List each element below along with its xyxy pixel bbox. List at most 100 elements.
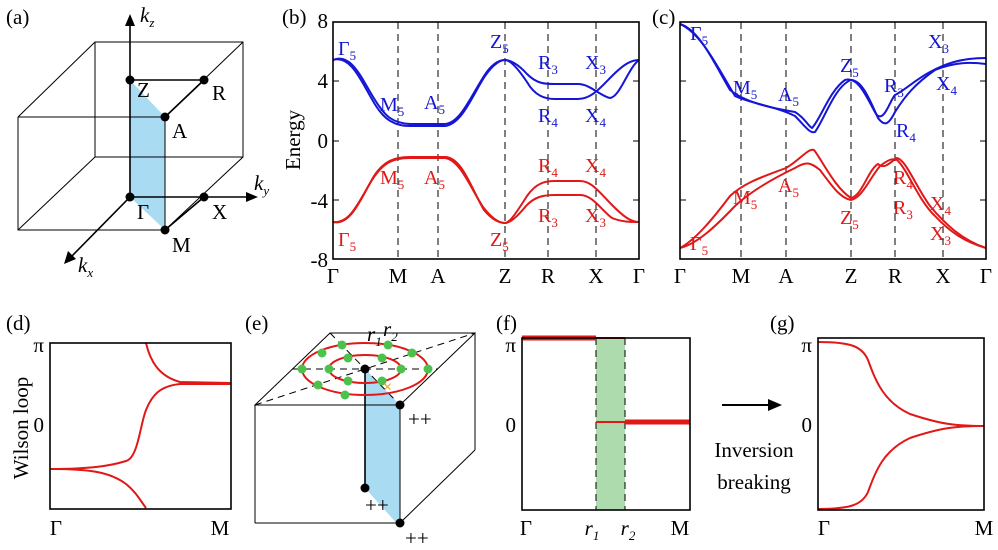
label-gamma: Γ <box>137 200 149 224</box>
panel-b: (b) Energy 8 4 0 -4 -8 Γ M A Z R <box>281 5 645 288</box>
label-pp-3: ++ <box>405 526 429 550</box>
panel-c-label: (c) <box>652 5 675 29</box>
irrep-a5-top: A5 <box>424 92 445 117</box>
orange-cross-icon: × <box>383 379 392 396</box>
irrep-z5-top: Z5 <box>490 31 509 56</box>
frame-d <box>49 342 232 510</box>
green-points <box>297 340 433 400</box>
kx-arrowhead <box>64 251 76 264</box>
panel-b-label: (b) <box>282 5 307 29</box>
panel-g-label: (g) <box>770 311 795 335</box>
point-e-bottom <box>360 483 370 493</box>
xtick-r: R <box>541 264 555 288</box>
label-pp-1: ++ <box>408 407 432 431</box>
xtick-c-a: A <box>778 264 794 288</box>
ytick-m8: -8 <box>311 248 329 272</box>
blue-band-c2 <box>679 23 987 134</box>
point-e-center <box>360 364 370 374</box>
irrep-r3-top: R3 <box>538 52 558 77</box>
wilson-curve-upper <box>49 383 231 470</box>
point-z <box>125 75 135 85</box>
panel-a-label: (a) <box>6 5 29 29</box>
f-xtick-gamma: Γ <box>520 516 532 540</box>
panel-f: (f) π 0 Γ r1 r2 M <box>496 311 691 543</box>
cube-e-bottom-right <box>399 449 476 524</box>
g-ytick-pi: π <box>801 333 812 357</box>
xticks-b: Γ M A Z R X Γ <box>327 264 645 288</box>
yticks-c <box>680 80 986 201</box>
xtick-c-gamma-end: Γ <box>980 264 992 288</box>
g-curve-upper <box>817 341 985 427</box>
panel-d: (d) Wilson loop π 0 Γ M <box>6 311 232 540</box>
xtick-c-gamma: Γ <box>674 264 686 288</box>
arrow-text-2: breaking <box>717 470 791 494</box>
wilson-ytick-pi: π <box>33 333 44 357</box>
irrep-labels-b: Γ5 M5 A5 Z5 R3 X3 R4 X4 M5 A5 R4 X4 R3 X… <box>338 31 606 254</box>
label-kx: kx <box>78 253 93 280</box>
irrep-c-r4-top: R4 <box>896 120 916 145</box>
ky-arrowhead <box>246 192 258 202</box>
irrep-c-z5-top: Z5 <box>840 55 859 80</box>
inversion-breaking-arrow: Inversion breaking <box>714 399 794 494</box>
point-e-corner <box>395 518 405 528</box>
irrep-x4-top: X4 <box>585 105 606 130</box>
irrep-g5-bot: Γ5 <box>338 229 356 254</box>
f-xtick-m: M <box>671 516 690 540</box>
xtick-c-r: R <box>888 264 902 288</box>
blue-band-c1 <box>679 23 987 130</box>
x-m-line <box>164 196 205 231</box>
kx-axis <box>69 196 131 259</box>
cube-edge-back-diag <box>17 156 96 231</box>
cube-e-diag2 <box>254 332 476 406</box>
g-xtick-gamma: Γ <box>818 516 830 540</box>
point-a <box>160 112 170 122</box>
panel-f-label: (f) <box>496 311 517 335</box>
irrep-c-g5-top: Γ5 <box>690 23 708 48</box>
irrep-g5-top: Γ5 <box>338 38 356 63</box>
xticks-c: Γ M A Z R X Γ <box>674 264 992 288</box>
red-band-c2 <box>679 158 987 249</box>
f-xtick-r1: r1 <box>585 516 600 543</box>
f-ytick-0: 0 <box>506 413 517 437</box>
ytick-m4: -4 <box>311 189 329 213</box>
blue-band-2 <box>332 58 640 127</box>
irrep-x3-bot: X3 <box>585 205 606 230</box>
xtick-c-x: X <box>935 264 950 288</box>
irrep-c-a5-top: A5 <box>778 84 799 109</box>
wilson-ytick-0: 0 <box>34 413 45 437</box>
irrep-z5-bot: Z5 <box>490 229 509 254</box>
xtick-m: M <box>389 264 408 288</box>
frame-c <box>679 21 987 260</box>
kz-arrowhead <box>125 14 135 26</box>
panel-c: (c) Γ M A Z R X Γ Γ5 M5 A5 Z5 <box>652 5 992 288</box>
panel-g: (g) π 0 Γ M <box>770 311 994 540</box>
panel-e: (e) × r1 r2 ++ ++ ++ <box>245 311 477 550</box>
ytick-4: 4 <box>318 69 329 93</box>
irrep-c-x4-bot: X4 <box>930 193 951 218</box>
irrep-r4-top: R4 <box>538 105 558 130</box>
red-band-2 <box>332 156 640 225</box>
irrep-c-a5-bot: A5 <box>778 175 799 200</box>
energy-axis-label: Energy <box>281 109 305 170</box>
label-a: A <box>172 119 188 143</box>
irrep-labels-c: Γ5 M5 A5 Z5 X3 R3 X4 R4 M5 A5 Z5 R4 R3 X… <box>690 23 957 258</box>
irrep-m5-bot: M5 <box>380 167 404 192</box>
arrow-head <box>768 399 782 411</box>
panel-a: (a) Z R A Γ X M kz ky kx <box>6 3 269 280</box>
wilson-loop-axis-label: Wilson loop <box>9 377 33 479</box>
irrep-c-m5-top: M5 <box>733 77 757 102</box>
point-m <box>160 225 170 235</box>
label-x: X <box>212 200 227 224</box>
label-z: Z <box>137 78 150 102</box>
ytick-8: 8 <box>318 9 329 33</box>
irrep-r4-bot: R4 <box>538 155 558 180</box>
irrep-c-x4-top: X4 <box>936 73 957 98</box>
ytick-0: 0 <box>318 129 329 153</box>
wilson-curve-top <box>145 342 232 384</box>
point-x <box>199 192 209 202</box>
g-xtick-m: M <box>975 516 994 540</box>
irrep-m5-top: M5 <box>380 94 404 119</box>
plane-e <box>365 369 400 527</box>
irrep-a5-bot: A5 <box>424 167 445 192</box>
